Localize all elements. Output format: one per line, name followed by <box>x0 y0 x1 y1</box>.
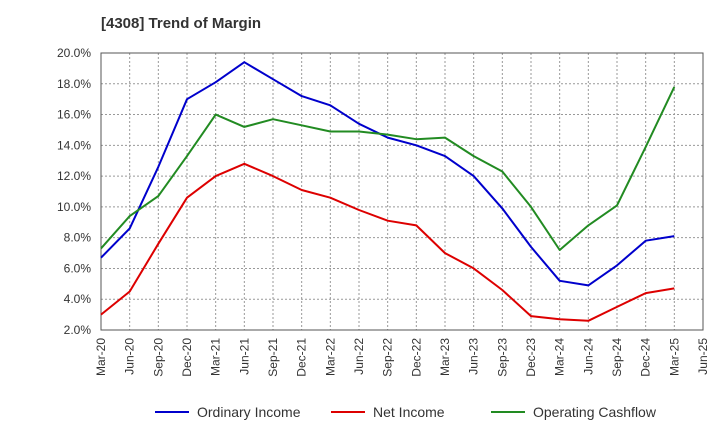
legend-item: Ordinary Income <box>155 404 300 420</box>
legend-label: Operating Cashflow <box>533 404 656 420</box>
x-tick-label: Dec-24 <box>639 338 653 377</box>
y-tick-label: 10.0% <box>57 200 91 214</box>
x-tick-label: Jun-24 <box>581 338 595 375</box>
x-tick-label: Jun-22 <box>352 338 366 375</box>
x-tick-label: Dec-21 <box>295 338 309 377</box>
x-tick-label: Sep-22 <box>381 338 395 377</box>
x-tick-label: Sep-23 <box>495 338 509 377</box>
legend-swatch <box>155 411 189 413</box>
chart-title: [4308] Trend of Margin <box>101 15 262 32</box>
plot-area <box>101 53 703 330</box>
series-line-operating-cashflow <box>100 86 676 251</box>
x-tick-label: Dec-20 <box>180 338 194 377</box>
x-tick-label: Mar-20 <box>94 338 108 376</box>
y-tick-label: 2.0% <box>64 323 92 337</box>
legend-item: Net Income <box>331 404 445 420</box>
legend-item: Operating Cashflow <box>491 404 656 420</box>
x-tick-label: Jun-20 <box>123 338 137 375</box>
y-tick-label: 16.0% <box>57 108 91 122</box>
y-tick-label: 14.0% <box>57 138 91 152</box>
chart-legend: Ordinary Income Net Income Operating Cashf… <box>0 404 720 426</box>
series-line-ordinary-income <box>100 61 675 287</box>
x-tick-label: Dec-23 <box>524 338 538 377</box>
plot-border <box>100 52 704 331</box>
y-tick-label: 18.0% <box>57 77 91 91</box>
x-tick-label: Sep-21 <box>266 338 280 377</box>
x-tick-label: Sep-24 <box>610 338 624 377</box>
y-tick-label: 20.0% <box>57 46 91 60</box>
x-tick-label: Mar-24 <box>553 338 567 376</box>
legend-label: Ordinary Income <box>197 404 301 420</box>
legend-swatch <box>491 411 525 413</box>
legend-swatch <box>331 411 365 413</box>
x-tick-label: Dec-22 <box>409 338 423 377</box>
y-tick-label: 4.0% <box>64 292 92 306</box>
series-line-net-income <box>100 162 675 322</box>
x-tick-label: Mar-22 <box>323 338 337 376</box>
x-tick-label: Mar-21 <box>209 338 223 376</box>
y-tick-label: 12.0% <box>57 169 91 183</box>
x-tick-label: Jun-25 <box>696 338 710 375</box>
x-tick-label: Sep-20 <box>151 338 165 377</box>
x-tick-label: Jun-21 <box>237 338 251 375</box>
y-tick-label: 8.0% <box>64 231 92 245</box>
legend-label: Net Income <box>373 404 445 420</box>
x-tick-label: Mar-23 <box>438 338 452 376</box>
x-tick-label: Jun-23 <box>467 338 481 375</box>
x-tick-label: Mar-25 <box>667 338 681 376</box>
y-tick-label: 6.0% <box>64 261 92 275</box>
